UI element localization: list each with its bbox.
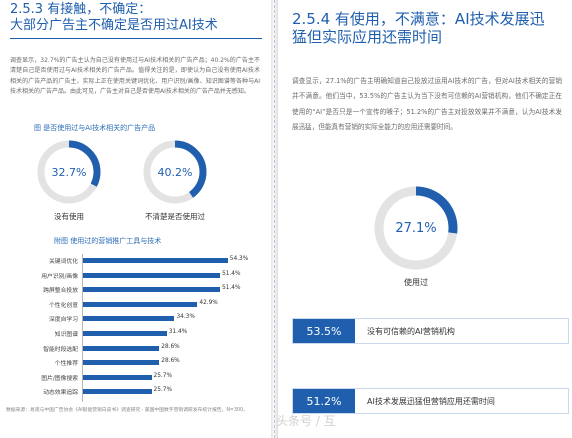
bar-value-label: 51.4% <box>222 285 241 292</box>
donut-value-unsure: 40.2% <box>157 165 193 179</box>
watermark-overlay-text: 头条号 / 互 <box>276 414 336 428</box>
bar-label: 个性推荐 <box>54 361 78 368</box>
bar-value-label: 31.4% <box>168 329 188 335</box>
bar-label: 动态效果追踪 <box>43 390 78 397</box>
bar-label: 跨屏整合投放 <box>43 288 78 295</box>
bar <box>83 287 221 293</box>
donut-value-not-used: 32.7% <box>51 165 87 179</box>
bar <box>83 316 175 322</box>
stat-box-no-trusted-agency: 53.5% 没有可信赖的AI营销机构 <box>292 318 569 344</box>
bar <box>83 374 152 380</box>
bar-label: 深度自学习 <box>49 317 78 324</box>
donut-caption-not-used: 没有使用 <box>54 212 84 221</box>
bar-value-label: 28.6% <box>161 343 180 350</box>
tools-bar-chart: 关键词优化 54.3% 用户识别/画像 51.4% 跨屏整合投放 51.4% 个性化创意 42… <box>0 254 271 404</box>
bar <box>83 345 160 351</box>
bar-label: 智能时段选配 <box>43 346 78 353</box>
donut-caption-unsure: 不清楚是否使用过 <box>145 212 205 221</box>
bar-label: 知识图谱 <box>54 332 78 338</box>
bar-value-label: 25.7% <box>153 372 172 379</box>
bar-label: 个性化创意 <box>49 302 78 309</box>
section-title-2-5-4: 2.5.4 有使用，不满意：AI技术发展迅 猛但实际应用还需时间 <box>292 10 545 46</box>
donut-caption-used: 使用过 <box>404 278 428 287</box>
bar <box>83 360 160 366</box>
section-title-2-5-3: 2.5.3 有接触，不确定： 大部分广告主不确定是否用过AI技术 <box>10 2 218 33</box>
bar <box>83 258 228 263</box>
donut-not-used: 32.7% <box>36 139 102 205</box>
bar-value-label: 28.6% <box>161 358 180 365</box>
donut-value-used: 27.1% <box>395 220 437 236</box>
stat-text-no-trusted-agency: 没有可信赖的AI营销机构 <box>367 326 455 336</box>
page-divider <box>274 0 275 438</box>
left-paragraph: 调查显示，32.7%的广告主认为自己没有使用过与AI技术相关的广告产品；40.2… <box>10 57 260 95</box>
donut-arc-not-used <box>37 140 101 204</box>
donut-arc-unsure <box>143 140 207 204</box>
bar-value-label: 25.7% <box>153 387 172 394</box>
donut-arc-used <box>374 186 458 270</box>
footnote: 数据来源：易观与中国广告协会《AI赋能营销白皮书》调查研究 · 美国中国数字营销… <box>6 408 248 413</box>
figure-title-tools: 附图 使用过的营销推广工具与技术 <box>54 237 162 245</box>
stat-text-needs-time: AI技术发展迅猛但营销应用还需时间 <box>367 396 495 406</box>
stat-box-needs-time: 51.2% AI技术发展迅猛但营销应用还需时间 <box>292 388 569 414</box>
bar-value-label: 34.3% <box>176 314 195 321</box>
bar <box>83 389 152 395</box>
title-rule <box>10 38 262 39</box>
bar <box>83 331 167 336</box>
donut-unsure: 40.2% <box>142 139 208 205</box>
right-page: 2.5.4 有使用，不满意：AI技术发展迅 猛但实际应用还需时间 调查显示，27… <box>278 0 572 438</box>
right-paragraph: 调查显示，27.1%的广告主明确知道自己投放过运用AI技术的广告，但对AI技术相… <box>292 77 562 132</box>
bar-label: 图片/图像搜索 <box>41 375 78 382</box>
bar <box>83 301 198 307</box>
bar <box>83 272 221 278</box>
bar-value-label: 42.9% <box>199 299 218 306</box>
figure-title-usage: 图 是否使用过与AI技术相关的广告产品 <box>34 124 156 132</box>
bar-value-label: 54.3% <box>229 256 249 262</box>
left-page: 2.5.3 有接触，不确定： 大部分广告主不确定是否用过AI技术 调查显示，32… <box>0 0 271 438</box>
bar-axis <box>82 254 83 402</box>
stat-value-no-trusted-agency: 53.5% <box>293 319 355 343</box>
bar-label: 用户识别/画像 <box>41 273 78 280</box>
stat-value-needs-time: 51.2% <box>293 389 355 413</box>
bar-value-label: 51.4% <box>222 270 241 277</box>
donut-used: 27.1% <box>372 184 460 272</box>
bar-label: 关键词优化 <box>49 259 78 265</box>
